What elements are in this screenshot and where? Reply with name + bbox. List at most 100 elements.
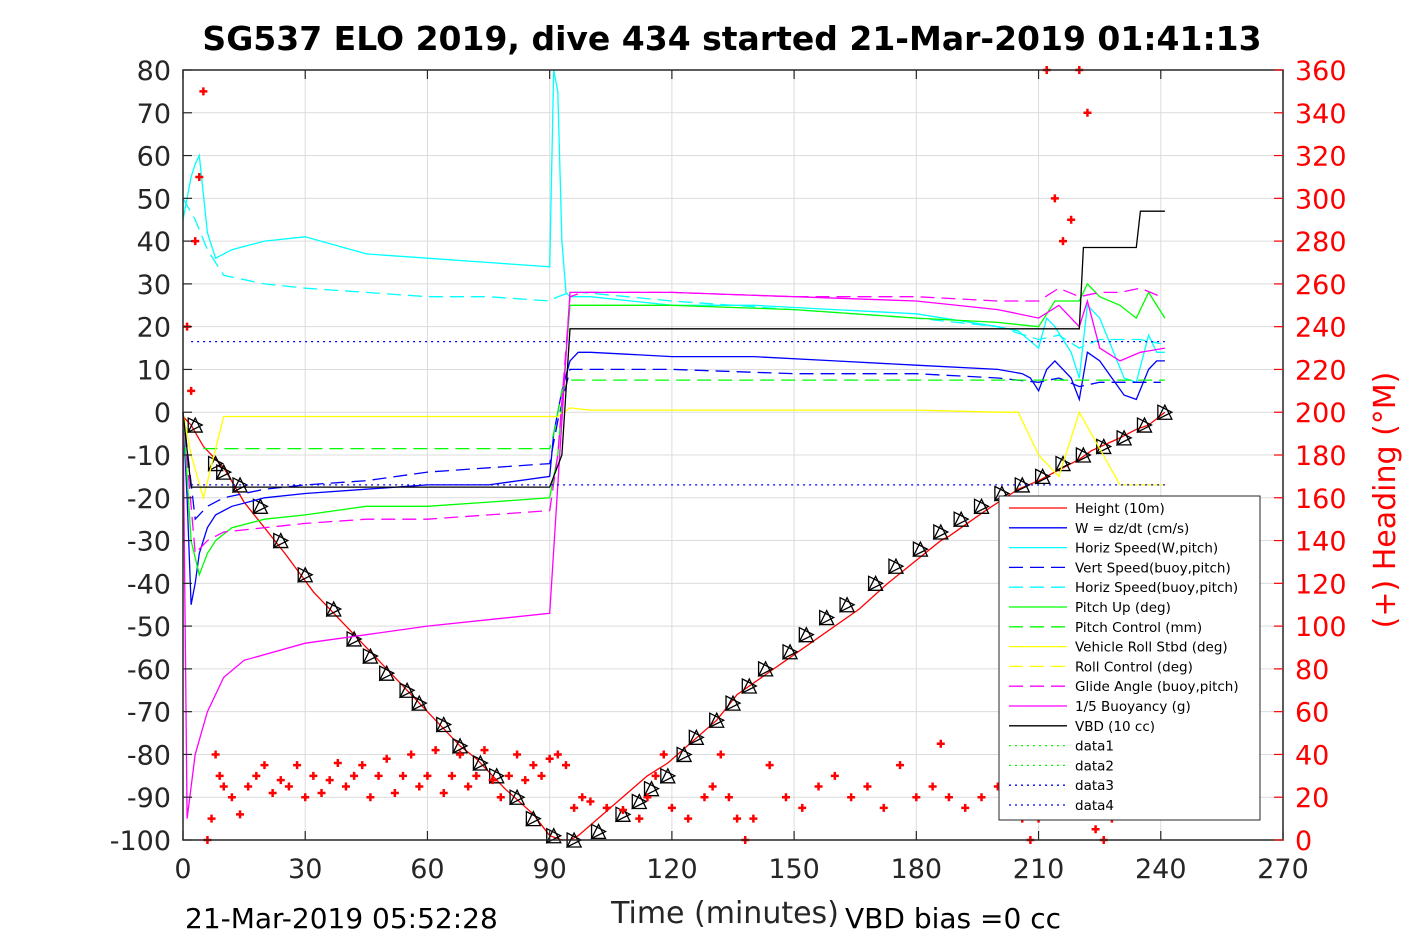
profile-marker [1096, 438, 1113, 455]
heading-point [447, 771, 456, 780]
legend-item: data3 [1009, 778, 1114, 794]
profile-marker [252, 497, 269, 514]
series-line-w-dz-dt-cm-s [182, 351, 1165, 605]
y-tick-label: -20 [127, 484, 171, 515]
heading-point [464, 782, 473, 791]
profile-marker [472, 754, 489, 771]
y2-tick-label: 320 [1295, 142, 1347, 173]
heading-point [390, 788, 399, 797]
profile-marker [953, 510, 970, 527]
y-axis-left: 80 70 60 50 40 30 20 10 0 -10 -20 -30 -40 -50 -60 -70 -8… [110, 56, 192, 857]
legend-item: Roll Control (deg) [1009, 659, 1193, 675]
profile-marker [709, 712, 726, 729]
profile-marker [1034, 467, 1051, 485]
profile-marker [435, 716, 452, 733]
profile-marker [1054, 455, 1072, 472]
heading-point [207, 814, 216, 823]
profile-marker [839, 596, 856, 613]
profile-marker [489, 767, 506, 784]
heading-point [333, 759, 342, 767]
heading-point [407, 750, 416, 759]
profile-marker [215, 463, 232, 480]
y-tick-label: 20 [137, 313, 171, 344]
heading-point [439, 788, 448, 797]
series-line-vehicle-roll-stbd-deg [182, 407, 1165, 501]
heading-point [667, 803, 676, 812]
profile-marker [887, 557, 905, 574]
profile-marker [1014, 476, 1031, 493]
heading-point [199, 87, 208, 96]
heading-point [236, 810, 245, 819]
y-tick-label: 10 [137, 355, 171, 386]
profile-marker [676, 746, 693, 763]
profile-marker [546, 827, 563, 844]
profile-marker [614, 805, 632, 822]
y2-tick-label: 40 [1295, 740, 1329, 771]
profile-marker [272, 532, 289, 549]
heading-point [912, 793, 921, 802]
heading-point [415, 782, 424, 791]
profile-marker [346, 630, 363, 647]
y2-tick-label: 200 [1295, 398, 1347, 429]
series-line-pitch-up-deg [182, 282, 1166, 578]
heading-point [651, 771, 660, 780]
profile-marker [867, 575, 885, 592]
profile-marker [525, 810, 542, 827]
heading-point [700, 793, 709, 802]
heading-point [268, 788, 277, 797]
legend-item: 1/5 Buoyancy (g) [1009, 699, 1191, 715]
profile-marker [411, 694, 428, 711]
profile-marker [912, 541, 929, 558]
profile-marker [798, 626, 815, 643]
profile-marker [819, 609, 836, 626]
heading-point [366, 793, 375, 802]
heading-point [358, 761, 367, 770]
legend-label: Height (10m) [1075, 501, 1165, 517]
profile-marker [488, 767, 505, 784]
heading-point [1091, 825, 1100, 834]
legend-item: Pitch Control (mm) [1009, 620, 1202, 636]
heading-point [716, 750, 725, 759]
profile-marker [867, 574, 884, 591]
heading-markers [183, 66, 1165, 844]
y-tick-label: -100 [110, 826, 171, 857]
y2-tick-label: 240 [1295, 313, 1347, 344]
profile-marker [399, 682, 416, 699]
series-line-glide-angle-buoy-pitch [182, 287, 1162, 555]
footer-timestamp: 21-Mar-2019 05:52:28 [185, 902, 498, 935]
heading-point [423, 771, 432, 780]
heading-point [325, 776, 334, 785]
profile-marker [953, 511, 970, 528]
footer-vbd-bias: VBD bias =0 cc [845, 902, 1061, 935]
heading-point [293, 761, 302, 770]
profile-marker [741, 677, 758, 694]
profile-marker [187, 417, 204, 434]
heading-point [472, 771, 481, 780]
profile-marker [781, 643, 799, 660]
heading-point [643, 793, 652, 802]
series-line-vert-speed-buoy-pitch [182, 368, 1161, 521]
y2-tick-label: 60 [1295, 698, 1329, 729]
x-tick-label: 180 [891, 854, 943, 885]
heading-point [586, 797, 595, 806]
x-tick-label: 60 [410, 854, 444, 885]
heading-point [961, 803, 970, 812]
x-tick-label: 0 [174, 854, 191, 885]
series-line-vbd-10-cc [182, 210, 1165, 488]
heading-point [879, 803, 888, 812]
profile-marker [688, 729, 705, 746]
heading-point [456, 750, 465, 759]
profile-marker [1156, 403, 1173, 420]
legend-item: Height (10m) [1009, 501, 1165, 517]
heading-point [863, 782, 872, 791]
heading-point [521, 776, 530, 785]
profile-marker [1116, 429, 1133, 446]
profile-marker [798, 626, 815, 643]
heading-point [260, 761, 269, 770]
x-tick-label: 120 [646, 854, 698, 885]
profile-marker [525, 810, 542, 827]
profile-marker [297, 566, 314, 583]
legend-label: data3 [1075, 778, 1114, 794]
profile-marker [839, 596, 856, 613]
